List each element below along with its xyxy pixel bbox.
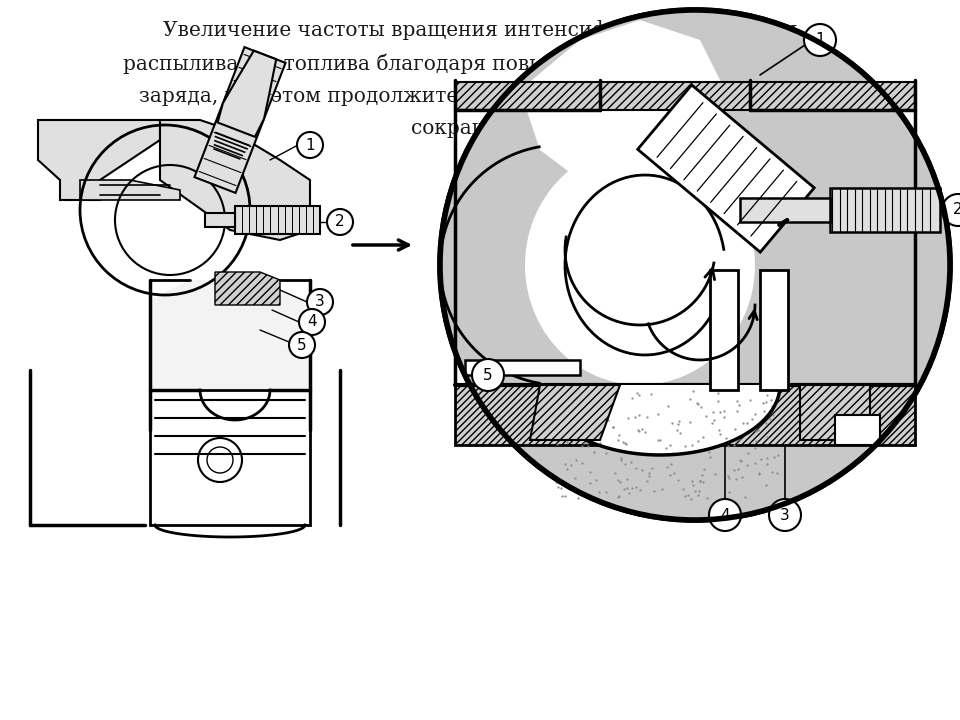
Bar [740,198,830,222]
Bar [455,82,915,110]
Text: Увеличение частоты вращения интенсифицирует подачу и: Увеличение частоты вращения интенсифицир… [163,20,797,40]
Circle shape [297,132,323,158]
Polygon shape [80,180,180,200]
Text: 4: 4 [720,508,730,523]
Bar [150,390,310,525]
Polygon shape [160,120,310,240]
Text: 2: 2 [335,215,345,230]
Text: 1: 1 [305,138,315,153]
Polygon shape [540,385,780,455]
Circle shape [942,194,960,226]
Bar [835,415,880,445]
Text: 3: 3 [780,508,790,523]
Polygon shape [637,85,814,252]
Text: заряда, при этом продолжительность третьей фазы по времени: заряда, при этом продолжительность треть… [139,86,821,106]
Text: 2: 2 [953,202,960,217]
Circle shape [327,209,353,235]
Bar [235,206,320,234]
Polygon shape [38,120,160,200]
Circle shape [804,24,836,56]
Polygon shape [550,385,750,445]
Polygon shape [465,360,580,375]
Text: 1: 1 [815,32,825,48]
Bar [710,270,738,390]
Bar [455,385,915,445]
Circle shape [307,289,333,315]
Polygon shape [530,385,620,440]
Polygon shape [195,47,285,193]
Circle shape [299,309,325,335]
Polygon shape [150,280,310,390]
Polygon shape [800,385,870,440]
Bar [830,188,940,232]
Bar [760,270,788,390]
Bar [205,213,235,227]
Polygon shape [520,20,720,190]
Circle shape [709,499,741,531]
Polygon shape [215,272,280,305]
Text: 5: 5 [298,338,307,353]
Text: распыливание топлива благодаря повышению скорости движения: распыливание топлива благодаря повышению… [123,53,837,73]
Circle shape [769,499,801,531]
Polygon shape [525,145,755,385]
Text: 5: 5 [483,367,492,382]
Text: 3: 3 [315,294,324,310]
Text: сокращается: сокращается [411,119,549,138]
Polygon shape [218,50,276,137]
Circle shape [442,12,948,518]
Circle shape [289,332,315,358]
Circle shape [472,359,504,391]
Text: 4: 4 [307,315,317,330]
Circle shape [440,10,950,520]
